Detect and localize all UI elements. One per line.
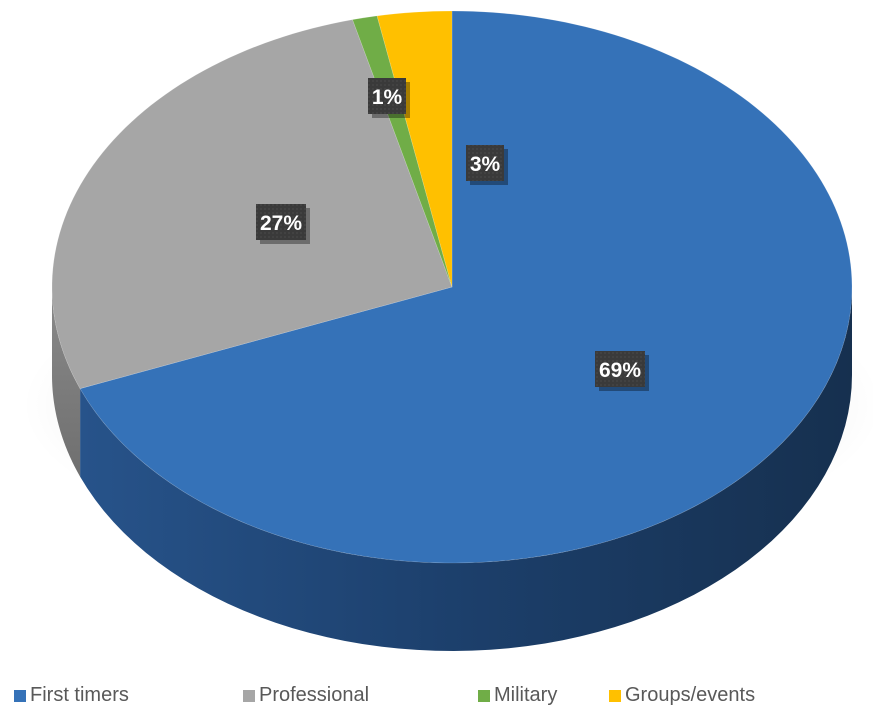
data-label-military: 1%: [368, 78, 410, 118]
legend-label: Groups/events: [625, 684, 756, 706]
data-label-text: 3%: [470, 153, 501, 176]
legend-swatch: [243, 689, 255, 702]
legend-item-groups-events: Groups/events: [609, 684, 755, 707]
data-label-professional: 27%: [256, 204, 310, 244]
data-label-box: [595, 351, 645, 387]
pie-slice-first-timers: [79, 10, 853, 564]
data-label-text: 1%: [372, 86, 403, 109]
legend-label: Professional: [259, 684, 370, 706]
legend-swatch: [14, 689, 26, 702]
pie-slice-professional: [51, 19, 453, 389]
data-label-text: 27%: [260, 212, 302, 235]
data-label-box: [256, 204, 306, 240]
legend-swatch: [478, 689, 490, 702]
data-label-text: 69%: [599, 359, 641, 382]
pie-side-professional: [52, 287, 81, 477]
legend: First timers Professional Military Group…: [14, 684, 873, 708]
legend-label: First timers: [30, 684, 129, 706]
legend-item-first-timers: First timers: [14, 684, 129, 707]
data-label-groups-events: 3%: [466, 145, 508, 185]
data-label-box: [466, 145, 504, 181]
legend-item-military: Military: [478, 684, 557, 707]
legend-label: Military: [494, 684, 558, 706]
data-label-box: [368, 78, 406, 114]
pie-side-first-timers: [80, 287, 853, 651]
legend-swatch: [609, 689, 621, 702]
legend-item-professional: Professional: [243, 684, 369, 707]
data-label-first-timers: 69%: [595, 351, 649, 391]
